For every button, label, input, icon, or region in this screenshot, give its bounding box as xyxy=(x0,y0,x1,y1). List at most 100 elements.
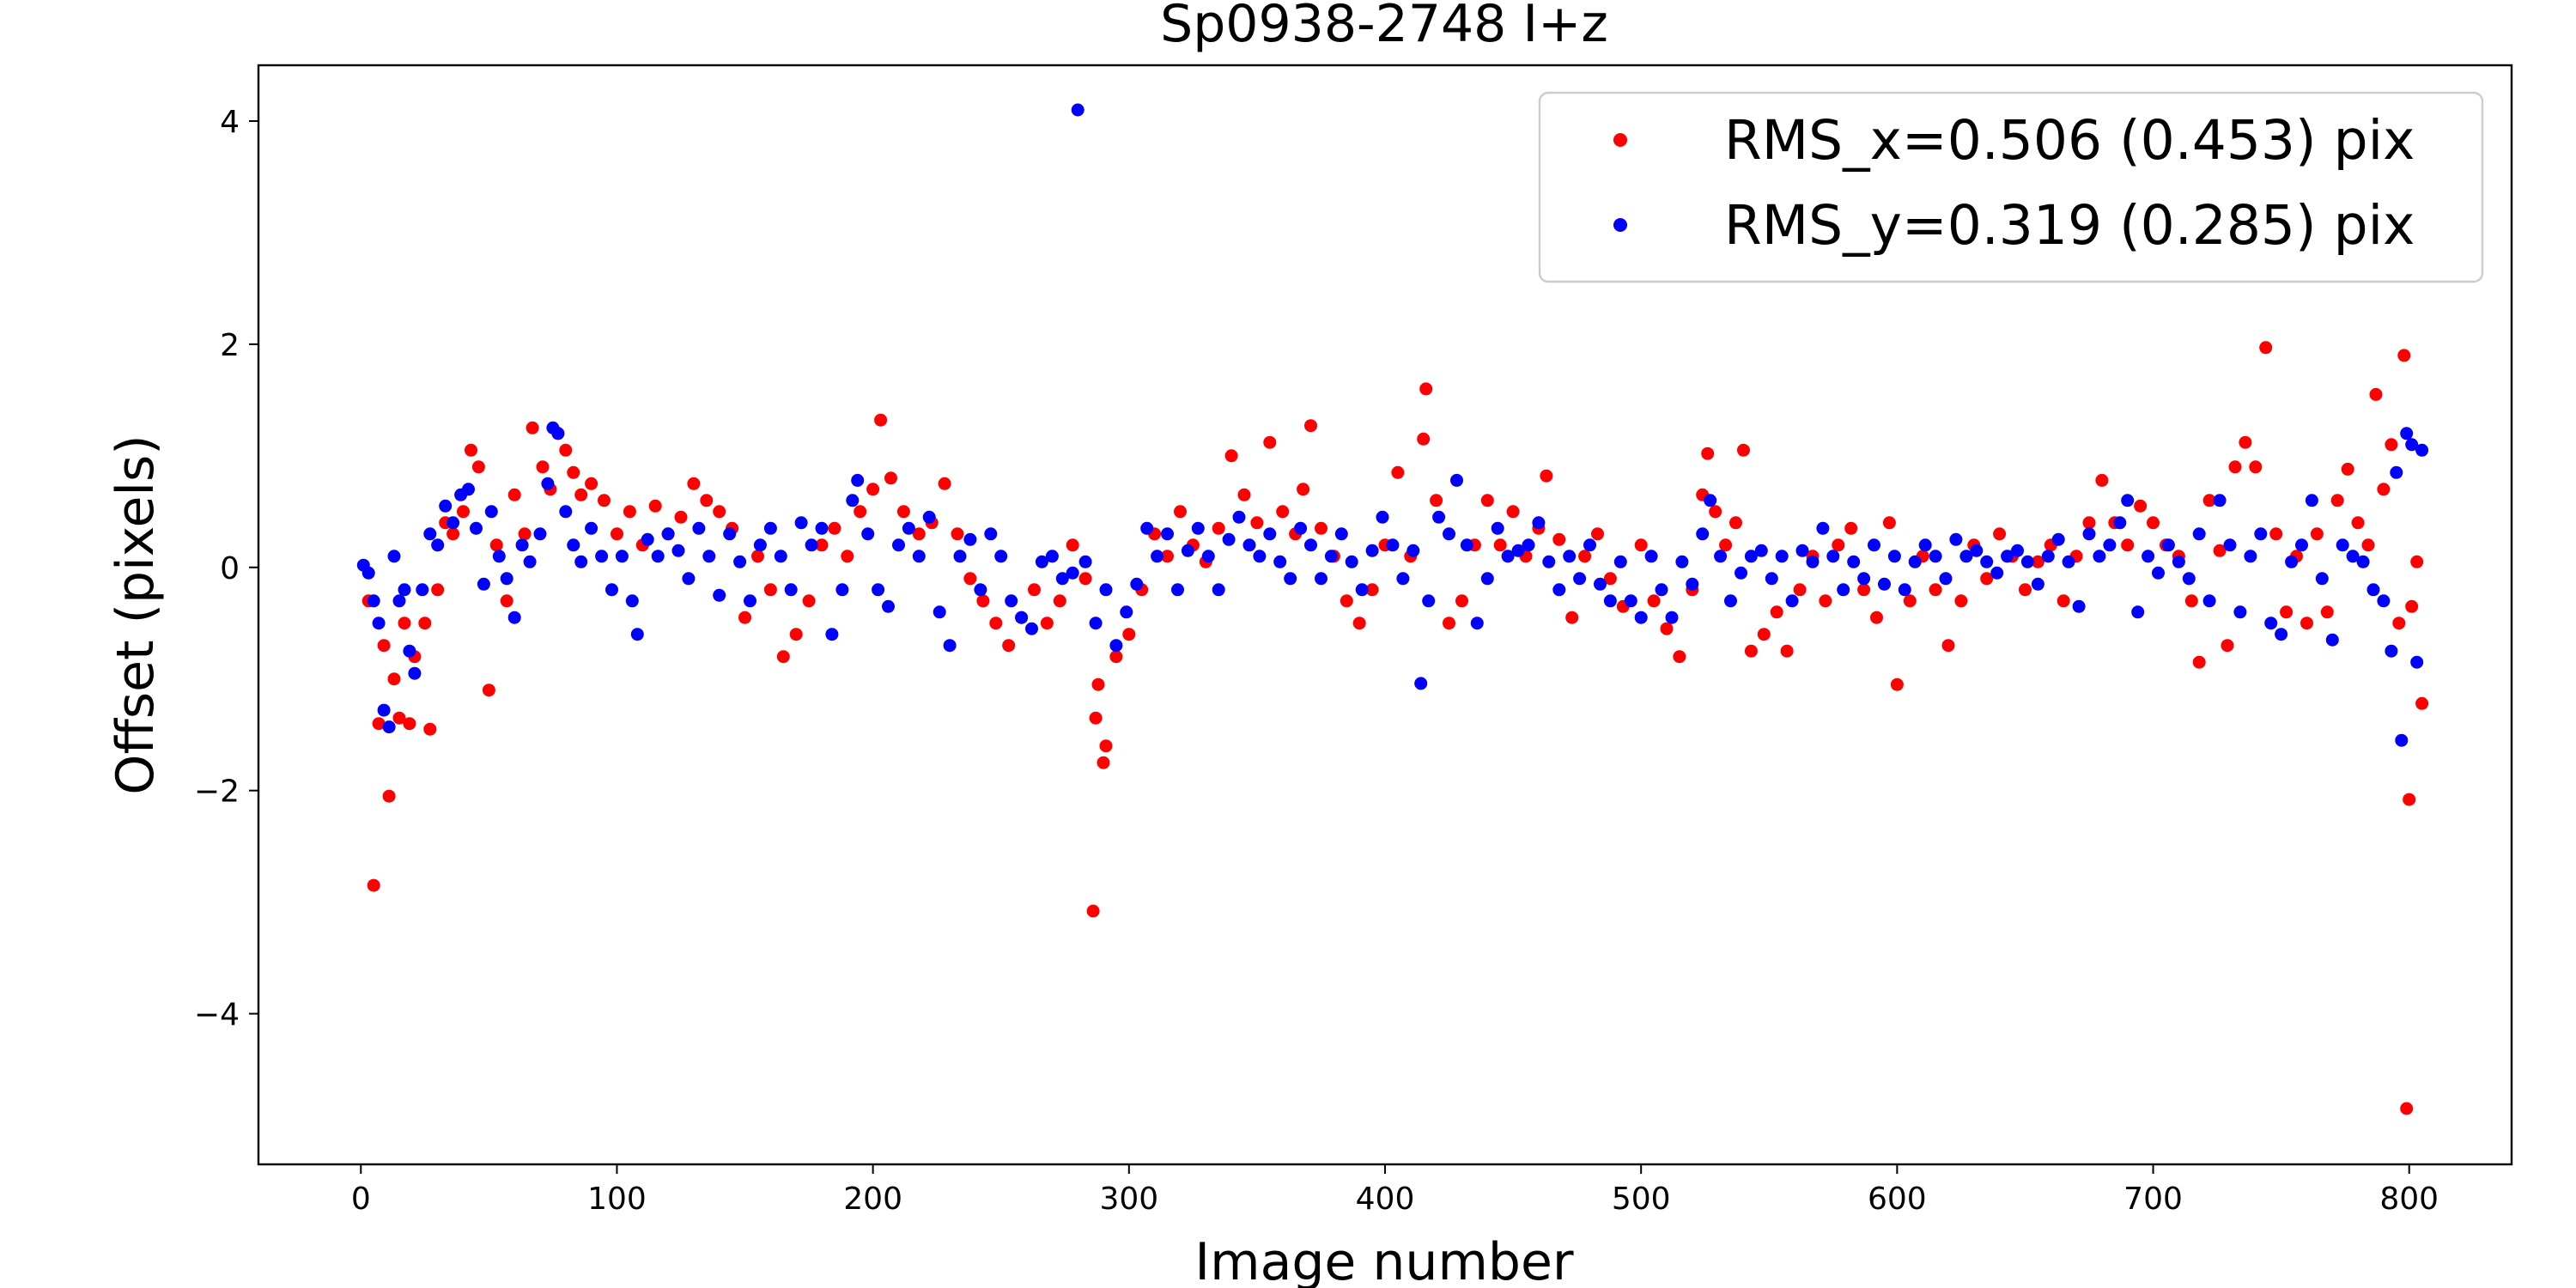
y-offset-point xyxy=(1284,572,1297,586)
y-offset-point xyxy=(1066,566,1079,580)
y-offset-point xyxy=(1744,550,1758,563)
y-offset-point xyxy=(1868,538,1880,552)
y-offset-point xyxy=(2254,527,2268,541)
y-offset-point xyxy=(1501,550,1515,563)
y-offset-point xyxy=(2041,550,2055,563)
x-offset-point xyxy=(2249,460,2263,474)
y-offset-point xyxy=(1970,544,1984,557)
y-offset-point xyxy=(2325,633,2339,647)
x-offset-point xyxy=(2134,499,2148,513)
x-offset-point xyxy=(866,483,880,496)
x-offset-point xyxy=(403,717,416,731)
x-offset-point xyxy=(1993,527,2007,541)
x-offset-point xyxy=(2320,605,2334,619)
x-offset-point xyxy=(2330,494,2344,507)
y-offset-point xyxy=(641,532,654,546)
x-offset-point xyxy=(2405,599,2419,613)
y-offset-point xyxy=(1480,572,1494,586)
x-offset-point xyxy=(1634,538,1648,552)
x-offset-point xyxy=(912,527,926,541)
x-offset-point xyxy=(2121,538,2135,552)
x-offset-point xyxy=(828,521,841,535)
x-offset-point xyxy=(372,717,386,731)
x-offset-point xyxy=(1417,432,1431,446)
y-offset-point xyxy=(1959,550,1973,563)
y-offset-point xyxy=(1775,550,1789,563)
y-offset-point xyxy=(2295,538,2308,552)
x-offset-point xyxy=(687,477,701,490)
x-offset-point xyxy=(423,722,437,736)
y-offset-point xyxy=(1191,521,1205,535)
y-offset-point xyxy=(523,555,537,568)
y-offset-point xyxy=(574,555,588,568)
y-offset-point xyxy=(2415,443,2429,457)
x-offset-point xyxy=(2361,538,2375,552)
y-offset-point xyxy=(1201,550,1215,563)
y-offset-point xyxy=(1552,583,1566,597)
x-offset-point xyxy=(2377,483,2391,496)
y-offset-point xyxy=(1887,550,1901,563)
y-offset-point xyxy=(1847,555,1861,568)
x-offset-point xyxy=(2259,341,2273,355)
y-offset-point xyxy=(1878,577,1891,591)
y-offset-point xyxy=(1594,577,1607,591)
x-offset-point xyxy=(938,477,951,490)
y-offset-point xyxy=(1089,617,1103,630)
x-offset-point xyxy=(518,527,532,541)
y-tick-label: 0 xyxy=(220,551,240,586)
x-offset-point xyxy=(2192,655,2206,669)
x-offset-point xyxy=(585,477,598,490)
x-offset-point xyxy=(2019,583,2032,597)
x-offset-point xyxy=(2300,617,2313,630)
x-offset-point xyxy=(1770,605,1783,619)
y-offset-point xyxy=(872,583,885,597)
x-offset-point xyxy=(471,460,485,474)
y-offset-point xyxy=(447,516,460,530)
y-tick-label: −4 xyxy=(194,998,240,1033)
series-layer xyxy=(356,103,2429,1115)
x-offset-point xyxy=(398,617,411,630)
x-offset-point xyxy=(1109,650,1123,664)
x-offset-point xyxy=(447,527,460,541)
x-offset-point xyxy=(1673,650,1686,664)
y-offset-point xyxy=(567,538,580,552)
x-offset-point xyxy=(1591,527,1604,541)
y-offset-point xyxy=(377,703,391,717)
y-offset-point xyxy=(1857,572,1871,586)
y-offset-point xyxy=(1005,594,1018,608)
y-offset-point xyxy=(1724,594,1737,608)
legend-box xyxy=(1538,91,2484,283)
y-offset-point xyxy=(367,594,380,608)
y-offset-point xyxy=(2213,494,2227,507)
x-offset-point xyxy=(1980,572,1994,586)
y-offset-point xyxy=(2305,494,2318,507)
y-offset-point xyxy=(1212,583,1225,597)
x-offset-point xyxy=(713,505,726,519)
y-offset-point xyxy=(1443,527,1455,541)
x-offset-point xyxy=(1340,594,1353,608)
x-offset-point xyxy=(1719,538,1733,552)
x-offset-point xyxy=(2280,605,2293,619)
y-offset-point xyxy=(1232,510,1246,524)
y-offset-point xyxy=(1644,550,1658,563)
x-offset-point xyxy=(700,494,714,507)
y-offset-point xyxy=(702,550,716,563)
x-offset-point xyxy=(526,421,539,434)
x-offset-point xyxy=(1089,711,1103,725)
y-offset-point xyxy=(423,527,437,541)
y-offset-point xyxy=(2366,583,2380,597)
x-offset-point xyxy=(738,611,751,624)
x-offset-point xyxy=(1352,617,1366,630)
y-offset-point xyxy=(1908,555,1922,568)
x-offset-point xyxy=(1066,538,1079,552)
y-offset-point xyxy=(1573,572,1587,586)
y-offset-point xyxy=(500,572,513,586)
y-offset-point xyxy=(477,577,490,591)
y-offset-point xyxy=(1345,555,1358,568)
y-offset-point xyxy=(892,538,905,552)
y-offset-point xyxy=(2093,550,2106,563)
x-offset-point xyxy=(2341,462,2354,476)
y-offset-point xyxy=(2082,527,2096,541)
x-offset-point xyxy=(574,488,588,501)
x-offset-point xyxy=(1757,628,1771,641)
